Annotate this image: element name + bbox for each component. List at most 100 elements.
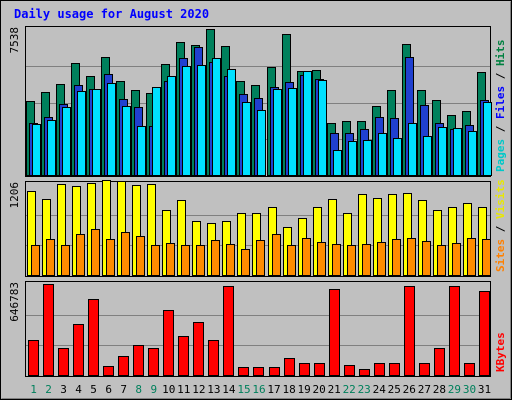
bar-kbytes-day-31 — [479, 291, 490, 376]
bar-sites-day-9 — [151, 245, 160, 276]
legend-entry: / — [494, 66, 507, 86]
bar-sites-day-22 — [347, 245, 356, 276]
y-max-label: 1206 — [8, 182, 21, 209]
day-label-22: 22 — [343, 383, 356, 396]
bar-pages-day-5 — [92, 89, 101, 176]
bar-sites-day-6 — [106, 239, 115, 276]
bar-sites-day-2 — [46, 239, 55, 276]
bar-sites-day-24 — [377, 242, 386, 276]
bar-kbytes-day-26 — [404, 286, 415, 376]
bar-kbytes-day-28 — [434, 348, 445, 376]
bar-sites-day-4 — [76, 234, 85, 276]
bar-kbytes-day-1 — [28, 340, 39, 376]
day-label-6: 6 — [105, 383, 112, 396]
bar-kbytes-day-21 — [329, 289, 340, 376]
bar-kbytes-day-16 — [253, 367, 264, 376]
bar-kbytes-day-12 — [193, 322, 204, 376]
day-label-10: 10 — [162, 383, 175, 396]
legend-entry: / — [494, 219, 507, 239]
day-label-18: 18 — [282, 383, 295, 396]
bar-pages-day-15 — [242, 102, 251, 176]
bar-kbytes-day-24 — [374, 363, 385, 376]
bar-kbytes-day-3 — [58, 348, 69, 376]
day-label-24: 24 — [373, 383, 387, 396]
bar-sites-day-7 — [121, 232, 130, 276]
bar-pages-day-18 — [288, 88, 297, 176]
bar-sites-day-28 — [437, 245, 446, 276]
bar-pages-day-30 — [468, 131, 477, 176]
bar-pages-day-9 — [152, 87, 161, 176]
bar-sites-day-23 — [362, 244, 371, 276]
bar-sites-day-21 — [332, 244, 341, 276]
day-label-14: 14 — [222, 383, 236, 396]
bar-sites-day-12 — [196, 245, 205, 276]
bar-kbytes-day-23 — [359, 369, 370, 376]
bar-pages-day-23 — [363, 140, 372, 176]
bar-kbytes-day-27 — [419, 363, 430, 376]
panel-visits-sites: 1206 Sites / Visits — [8, 179, 507, 277]
bar-pages-day-14 — [227, 69, 236, 176]
bar-sites-day-17 — [272, 234, 281, 276]
bar-sites-day-25 — [392, 239, 401, 276]
bar-pages-day-27 — [423, 136, 432, 176]
bar-kbytes-day-29 — [449, 286, 460, 376]
bar-sites-day-19 — [302, 238, 311, 276]
day-label-5: 5 — [90, 383, 97, 396]
day-label-20: 20 — [312, 383, 325, 396]
day-label-9: 9 — [150, 383, 157, 396]
bar-kbytes-day-15 — [238, 367, 249, 376]
day-label-3: 3 — [60, 383, 67, 396]
bar-pages-day-1 — [32, 124, 41, 176]
bar-kbytes-day-8 — [133, 345, 144, 376]
bar-sites-day-30 — [467, 238, 476, 276]
bar-sites-day-26 — [407, 238, 416, 276]
bar-pages-day-11 — [182, 66, 191, 176]
bar-kbytes-day-2 — [43, 284, 54, 376]
bar-kbytes-day-30 — [464, 363, 475, 376]
day-label-28: 28 — [433, 383, 446, 396]
bar-sites-day-27 — [422, 241, 431, 276]
bar-sites-day-15 — [241, 249, 250, 276]
bar-pages-day-3 — [62, 107, 71, 176]
bar-sites-day-29 — [452, 243, 461, 276]
day-label-13: 13 — [207, 383, 220, 396]
legend: KBytes — [494, 332, 507, 372]
bar-sites-day-18 — [287, 245, 296, 276]
bar-pages-day-4 — [77, 91, 86, 176]
legend-entry: Hits — [494, 40, 507, 67]
day-label-23: 23 — [358, 383, 371, 396]
bar-sites-day-31 — [482, 239, 491, 276]
bar-pages-day-2 — [47, 120, 56, 176]
day-label-19: 19 — [297, 383, 310, 396]
bar-kbytes-day-10 — [163, 310, 174, 376]
bar-sites-day-3 — [61, 245, 70, 276]
bar-pages-day-21 — [333, 150, 342, 176]
day-label-31: 31 — [478, 383, 491, 396]
legend: Sites / Visits — [494, 179, 507, 272]
bar-pages-day-28 — [438, 127, 447, 176]
bar-pages-day-22 — [348, 141, 357, 176]
chart-title: Daily usage for August 2020 — [14, 7, 209, 21]
legend-entry: / — [494, 119, 507, 139]
legend-entry: Pages — [494, 139, 507, 172]
bar-pages-day-6 — [107, 83, 116, 176]
day-label-21: 21 — [328, 383, 341, 396]
bar-sites-day-5 — [91, 229, 100, 276]
bar-pages-day-20 — [318, 80, 327, 176]
day-label-25: 25 — [388, 383, 401, 396]
bar-pages-day-26 — [408, 123, 417, 176]
legend-entry: Sites — [494, 239, 507, 272]
bar-kbytes-day-22 — [344, 365, 355, 376]
panel-border — [25, 281, 491, 377]
bar-pages-day-12 — [197, 65, 206, 176]
y-max-label: 7538 — [8, 27, 21, 54]
bar-sites-day-14 — [226, 244, 235, 276]
bar-kbytes-day-19 — [299, 363, 310, 376]
day-label-12: 12 — [192, 383, 205, 396]
bar-sites-day-8 — [136, 236, 145, 276]
panel-hits-files-pages: 7538 Pages / Files / Hits — [8, 26, 507, 177]
bar-kbytes-day-25 — [389, 363, 400, 376]
bar-kbytes-day-17 — [269, 367, 280, 376]
day-label-2: 2 — [45, 383, 52, 396]
legend-entry: Files — [494, 86, 507, 119]
